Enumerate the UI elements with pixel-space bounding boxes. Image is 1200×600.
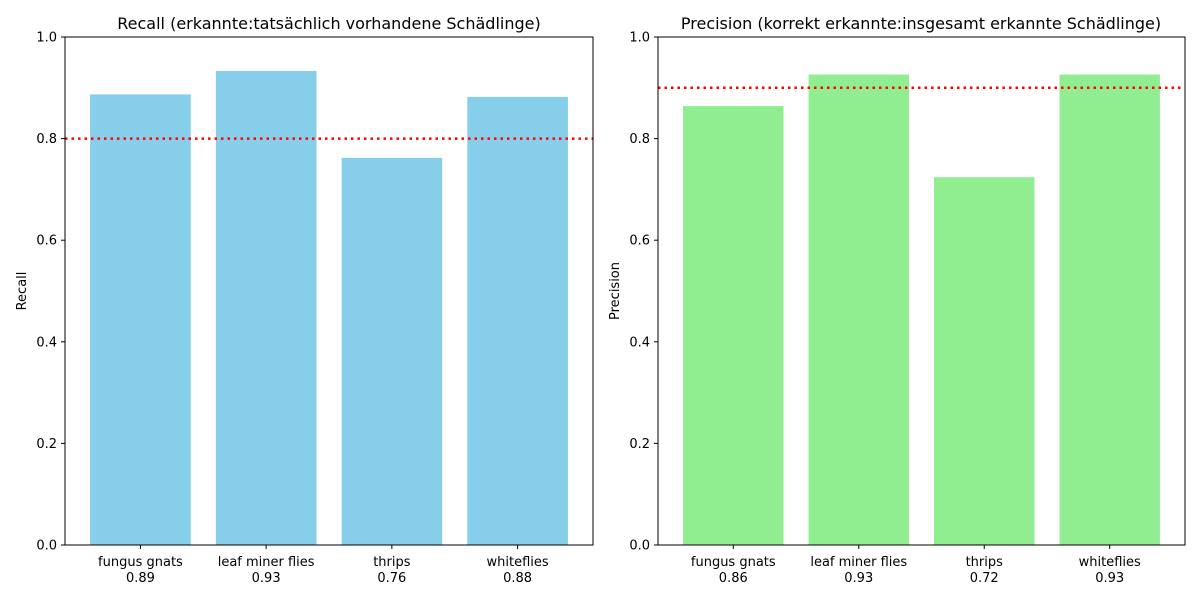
x-tick-label: leaf miner flies: [218, 555, 315, 570]
y-tick-label: 1.0: [36, 31, 57, 46]
bar-whiteflies: [467, 96, 568, 546]
x-tick-value-label: 0.86: [719, 571, 748, 586]
x-tick-value-label: 0.76: [377, 571, 406, 586]
x-tick-label: thrips: [373, 555, 411, 570]
x-tick-value-label: 0.93: [252, 571, 281, 586]
y-tick-label: 0.8: [36, 132, 57, 147]
x-tick-label: whiteflies: [486, 555, 548, 570]
x-tick-label: leaf miner flies: [810, 555, 907, 570]
bar-thrips: [934, 177, 1035, 545]
bar-thrips: [341, 157, 443, 545]
y-axis-label: Recall: [15, 272, 30, 311]
bar-whiteflies: [1059, 74, 1160, 545]
chart-title: Precision (korrekt erkannte:insgesamt er…: [681, 14, 1161, 33]
y-tick-label: 0.6: [36, 234, 57, 249]
x-tick-value-label: 0.72: [970, 571, 999, 586]
x-tick-value-label: 0.93: [844, 571, 873, 586]
bar-fungus-gnats: [683, 106, 784, 545]
y-tick-label: 0.6: [629, 234, 650, 249]
x-tick-label: whiteflies: [1079, 555, 1141, 570]
x-tick-label: fungus gnats: [98, 555, 183, 570]
x-tick-label: thrips: [966, 555, 1004, 570]
y-tick-label: 0.2: [629, 437, 650, 452]
y-axis-label: Precision: [608, 262, 623, 320]
plot-frame: [64, 36, 594, 546]
y-tick-label: 0.8: [629, 132, 650, 147]
y-tick-label: 0.2: [36, 437, 57, 452]
recall-chart: Recall (erkannte:tatsächlich vorhandene …: [15, 14, 594, 586]
x-tick-value-label: 0.88: [503, 571, 532, 586]
y-tick-label: 0.0: [36, 539, 57, 554]
plot-frame: [657, 36, 1186, 546]
y-tick-label: 0.4: [36, 335, 57, 350]
y-tick-label: 0.0: [629, 539, 650, 554]
x-tick-label: fungus gnats: [691, 555, 776, 570]
chart-title: Recall (erkannte:tatsächlich vorhandene …: [117, 14, 540, 33]
y-tick-label: 0.4: [629, 335, 650, 350]
bar-leaf-miner-flies: [808, 74, 909, 545]
x-tick-value-label: 0.93: [1095, 571, 1124, 586]
bar-fungus-gnats: [90, 94, 191, 546]
bar-leaf-miner-flies: [215, 71, 317, 545]
x-tick-value-label: 0.89: [126, 571, 155, 586]
y-tick-label: 1.0: [629, 31, 650, 46]
precision-chart: Precision (korrekt erkannte:insgesamt er…: [608, 14, 1186, 586]
